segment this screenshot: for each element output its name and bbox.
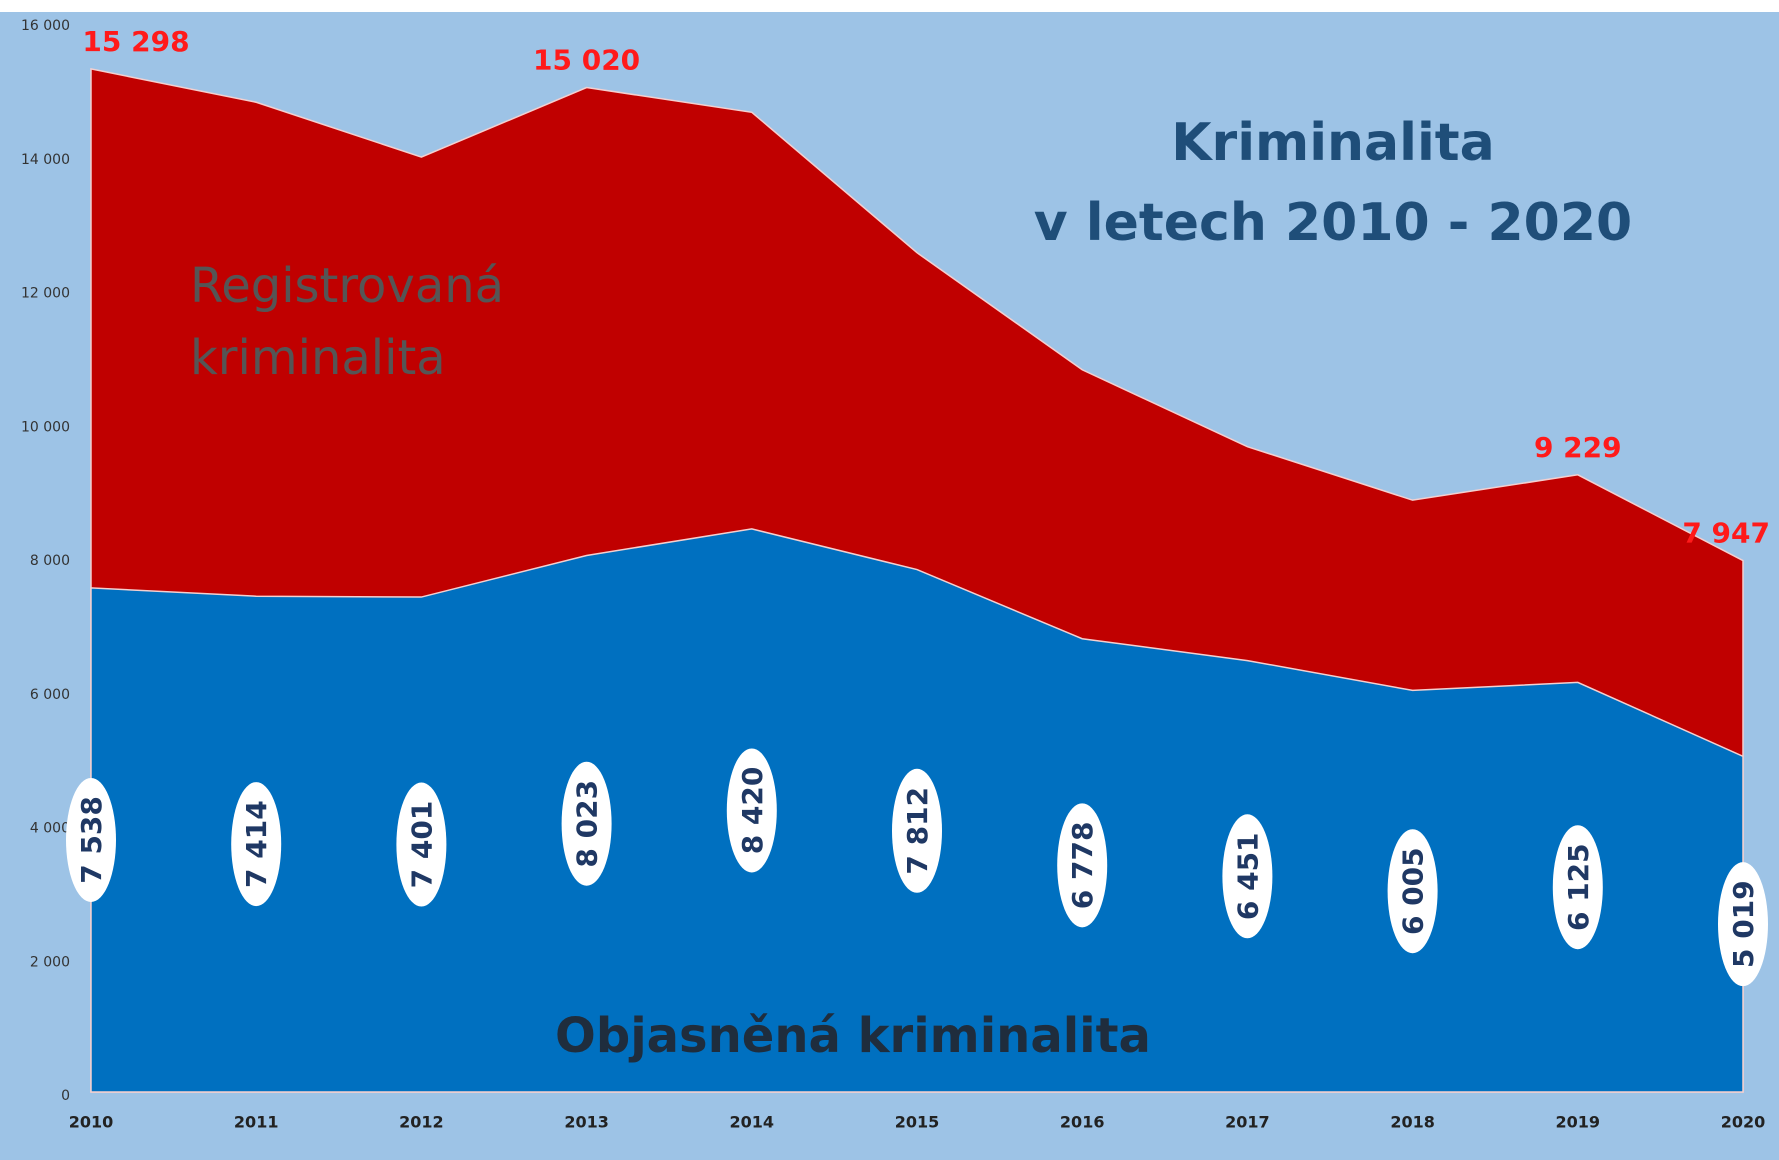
value-label-group: 8 420 — [726, 748, 777, 873]
value-label-bubble — [1387, 829, 1438, 954]
value-label-group: 8 023 — [561, 761, 612, 886]
x-tick-label: 2013 — [564, 1113, 609, 1132]
value-label-group: 6 005 — [1387, 829, 1438, 954]
value-label-group: 7 414 — [231, 782, 282, 907]
series-annotation: Registrovaná kriminalita — [190, 258, 505, 386]
value-label: 6 125 — [1562, 843, 1595, 931]
value-label: 6 778 — [1066, 822, 1099, 910]
value-label: 7 947 — [1682, 517, 1770, 550]
value-label-bubble — [1552, 825, 1603, 950]
value-label-group: 6 451 — [1222, 814, 1273, 939]
value-label-group: 6 778 — [1057, 803, 1108, 928]
value-label: 7 538 — [75, 796, 108, 884]
x-tick-label: 2015 — [895, 1113, 940, 1132]
x-tick-label: 2019 — [1556, 1113, 1601, 1132]
value-label: 6 005 — [1397, 847, 1430, 935]
value-label: 8 023 — [571, 780, 604, 868]
value-label-group: 6 125 — [1552, 825, 1603, 950]
value-label: 15 020 — [533, 44, 640, 77]
y-tick-label: 12 000 — [21, 286, 70, 302]
y-tick-label: 8 000 — [30, 553, 70, 569]
value-label-bubble — [1057, 803, 1108, 928]
value-label: 7 401 — [405, 801, 438, 889]
value-label: 5 019 — [1727, 880, 1760, 968]
value-label-bubble — [396, 782, 447, 907]
value-label-group: 5 019 — [1718, 862, 1768, 987]
chart-subtitle: v letech 2010 - 2020 — [1034, 193, 1632, 253]
value-label-group: 7 812 — [892, 768, 942, 893]
value-label-bubble — [1222, 814, 1273, 939]
value-label: 15 298 — [82, 25, 189, 58]
x-tick-label: 2017 — [1225, 1113, 1270, 1132]
value-label: 7 414 — [240, 800, 273, 888]
y-tick-label: 2 000 — [30, 954, 70, 970]
value-label-bubble — [1718, 862, 1768, 987]
y-tick-label: 4 000 — [30, 821, 70, 837]
value-label-bubble — [726, 748, 777, 873]
value-label: 6 451 — [1231, 832, 1264, 920]
y-tick-label: 10 000 — [21, 419, 70, 435]
chart-title: Kriminalita — [1171, 113, 1494, 173]
value-label-bubble — [66, 777, 116, 902]
y-tick-label: 16 000 — [21, 18, 70, 34]
x-tick-label: 2018 — [1390, 1113, 1435, 1132]
value-label: 9 229 — [1534, 431, 1622, 464]
y-tick-label: 0 — [61, 1088, 70, 1104]
y-tick-label: 6 000 — [30, 687, 70, 703]
value-label: 8 420 — [736, 767, 769, 855]
x-tick-label: 2011 — [234, 1113, 279, 1132]
x-tick-label: 2016 — [1060, 1113, 1105, 1132]
y-tick-label: 14 000 — [21, 152, 70, 168]
series-annotation: Objasněná kriminalita — [555, 1008, 1151, 1064]
value-label-group: 7 538 — [66, 777, 116, 902]
x-tick-label: 2012 — [399, 1113, 444, 1132]
value-label-group: 7 401 — [396, 782, 447, 907]
x-tick-label: 2014 — [730, 1113, 775, 1132]
value-label: 7 812 — [901, 787, 934, 875]
value-label-bubble — [561, 761, 612, 886]
x-tick-label: 2010 — [69, 1113, 114, 1132]
x-tick-label: 2020 — [1721, 1113, 1766, 1132]
value-label-bubble — [892, 768, 942, 893]
value-label-bubble — [231, 782, 282, 907]
